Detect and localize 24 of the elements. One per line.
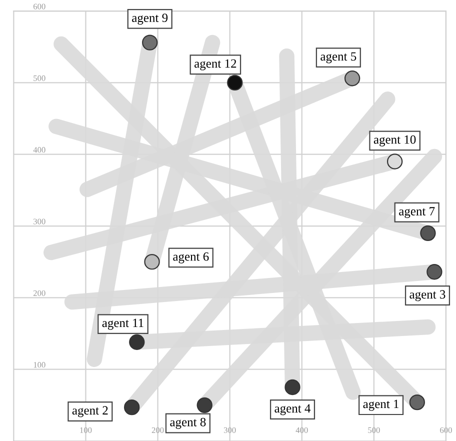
series-label: agent 5: [320, 52, 356, 64]
y-tick-label: 600: [33, 4, 46, 10]
y-tick-label: 300: [34, 218, 46, 224]
y-tick-label: 500: [34, 75, 46, 81]
series-label: agent 6: [173, 252, 209, 264]
x-tick-label: 500: [368, 427, 380, 433]
series-label: agent 12: [194, 59, 236, 70]
series-label: agent 4: [274, 404, 311, 416]
series-label: agent 1: [363, 400, 399, 411]
series-label: agent 11: [102, 318, 144, 330]
y-tick-label: 400: [33, 147, 46, 153]
y-tick-label: 100: [34, 362, 46, 368]
x-tick-label: 300: [224, 427, 236, 433]
x-tick-label: 600: [440, 427, 452, 433]
x-tick-label: 100: [80, 427, 92, 433]
series-label: agent 10: [374, 135, 416, 146]
series-label: agent 9: [132, 14, 168, 25]
x-tick-label: 400: [296, 427, 308, 433]
series-label: agent 3: [410, 290, 446, 302]
y-tick-label: 200: [33, 290, 46, 296]
series-label: agent 8: [170, 418, 206, 429]
series-label: agent 7: [399, 207, 435, 218]
x-tick-label: 200: [152, 427, 164, 433]
series-label: agent 2: [72, 406, 108, 418]
